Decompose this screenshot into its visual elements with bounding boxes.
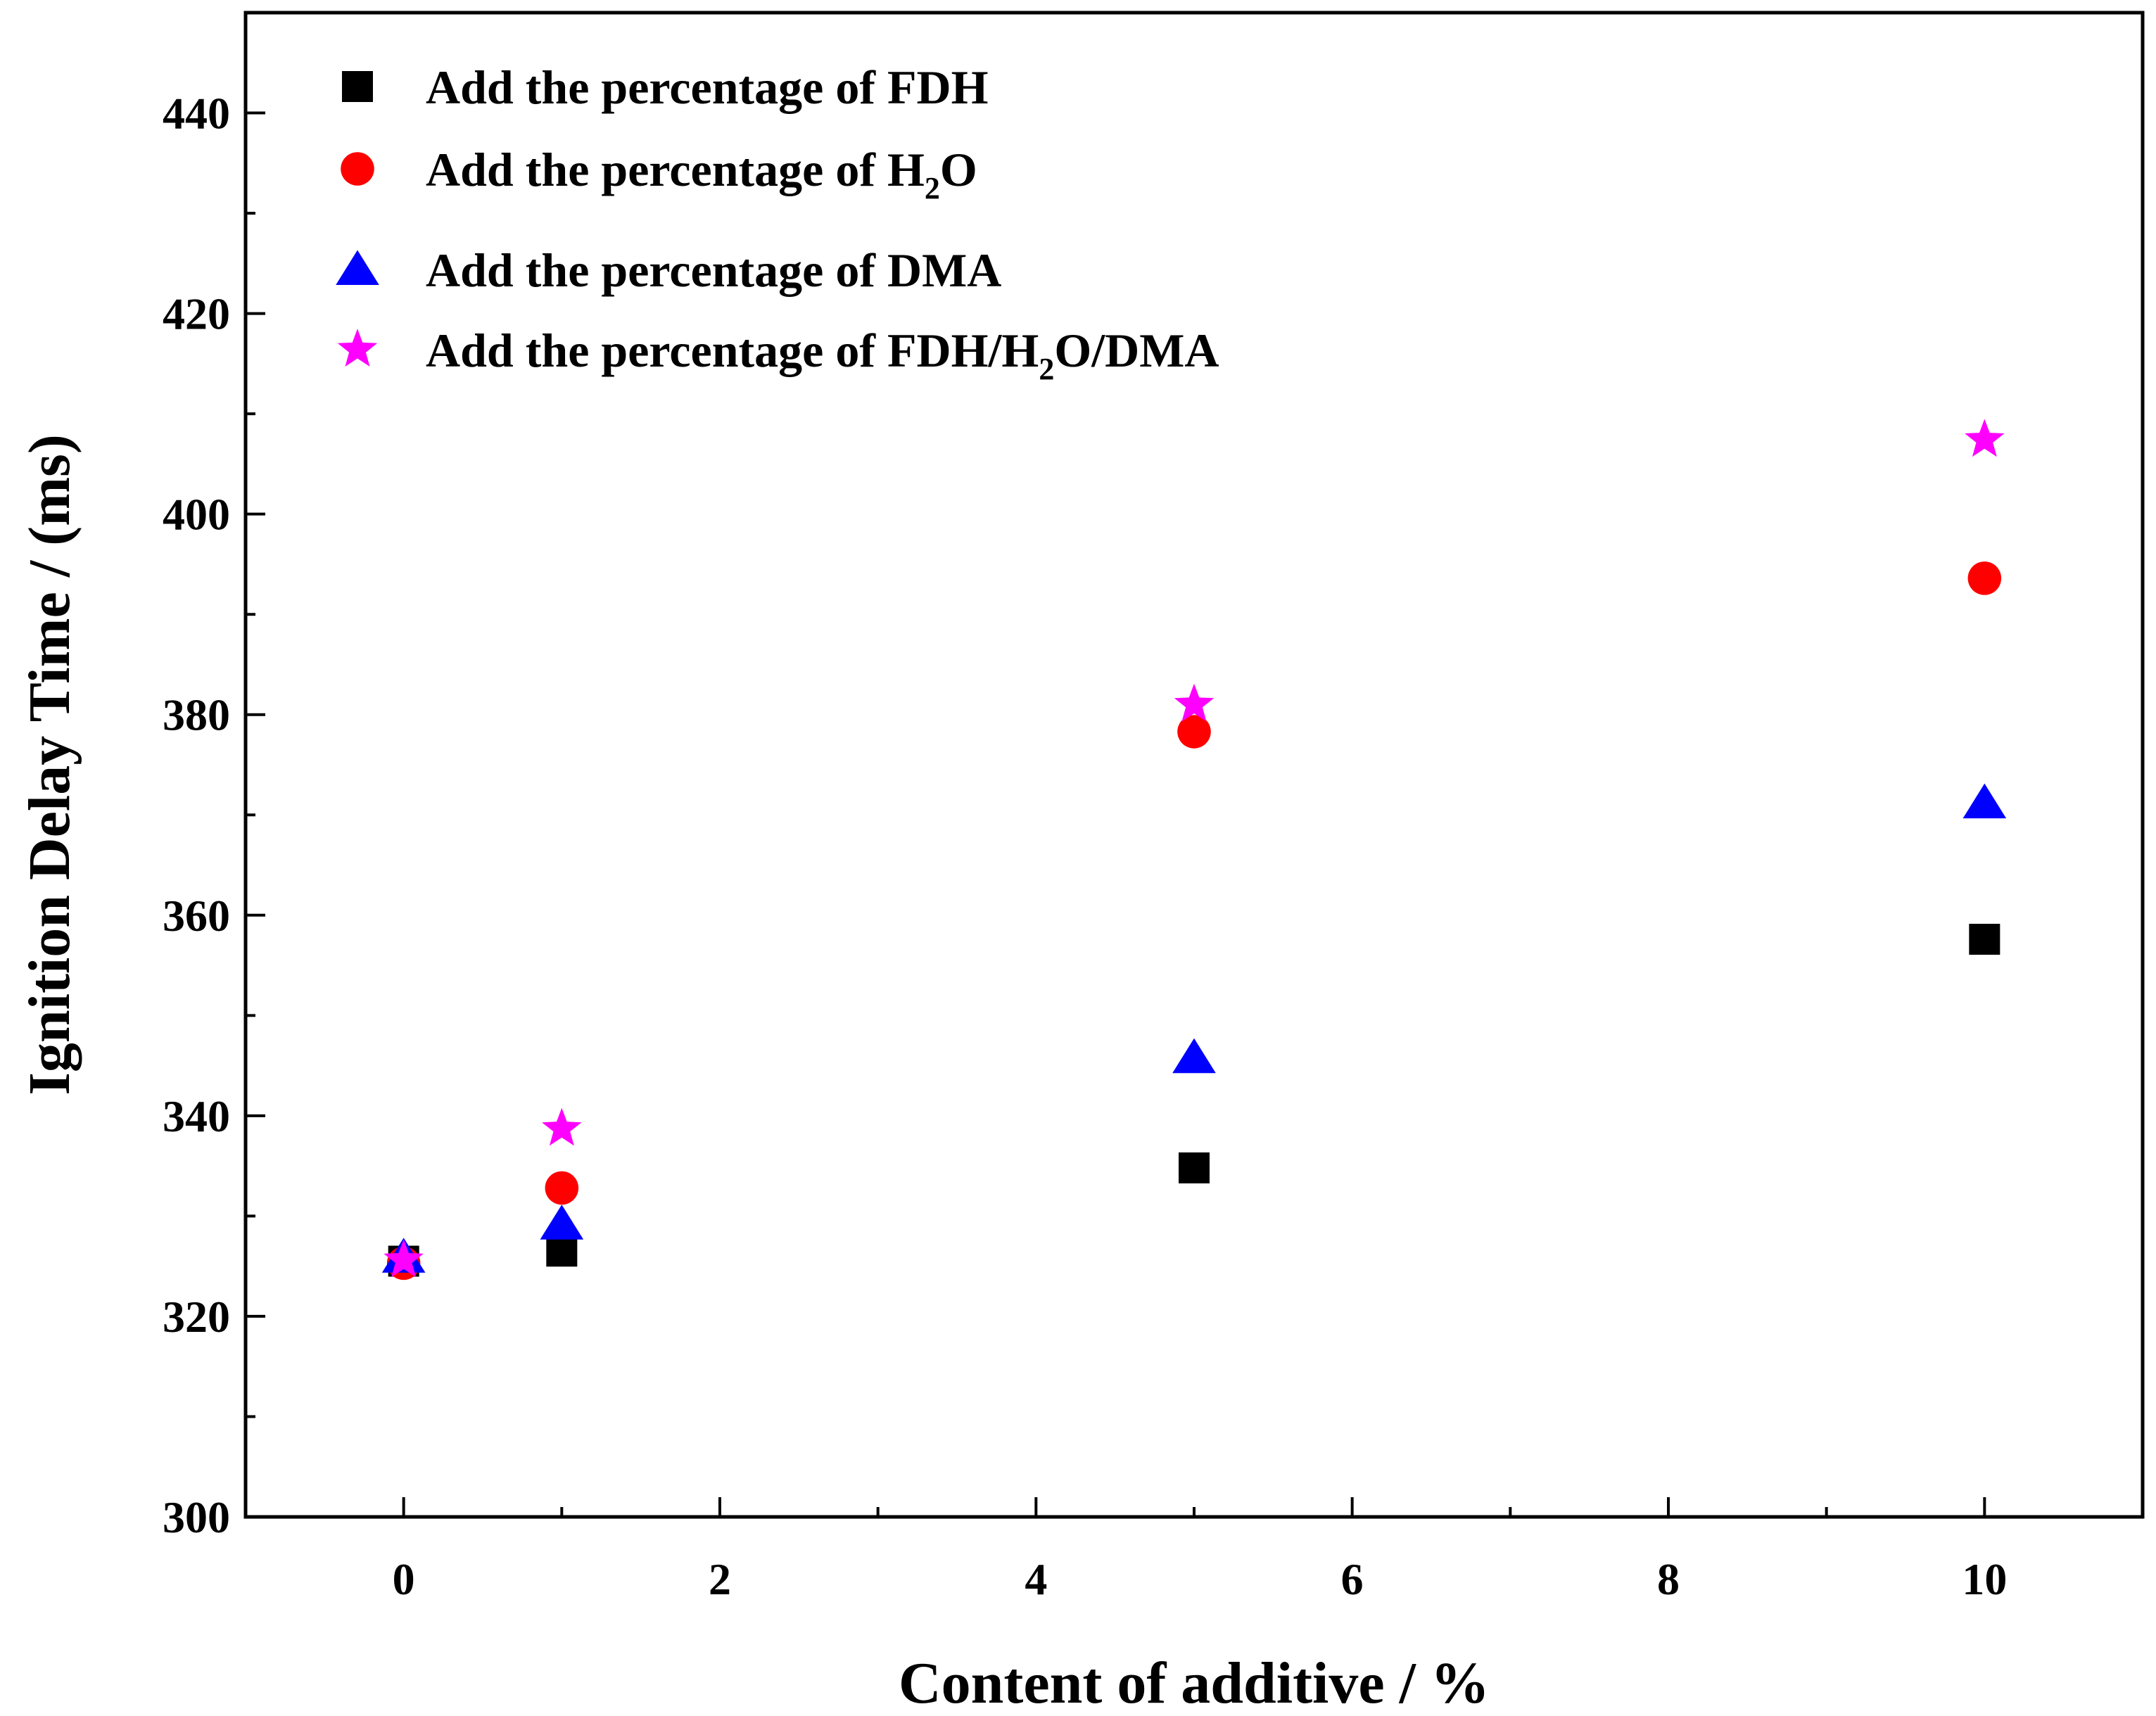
y-axis-title: Ignition Delay Time / (ms) — [17, 434, 82, 1095]
data-point-star — [1174, 683, 1215, 722]
data-point-star — [1965, 419, 2005, 457]
legend-marker-circle — [341, 152, 374, 186]
x-tick-label: 2 — [709, 1554, 731, 1604]
data-point-circle — [1177, 715, 1211, 749]
x-tick-label: 4 — [1025, 1554, 1047, 1604]
y-tick-label: 380 — [163, 690, 230, 740]
legend-label: Add the percentage of H2O — [426, 143, 977, 205]
y-tick-label: 320 — [163, 1292, 230, 1342]
data-point-triangle — [1962, 783, 2007, 819]
legend-label-part: Add the percentage of H — [426, 143, 925, 196]
x-axis-ticks: 0 2 4 6 8 10 — [393, 1497, 2144, 1604]
legend-marker-star — [337, 329, 378, 367]
y-tick-label: 300 — [163, 1492, 230, 1542]
data-point-square — [1179, 1152, 1210, 1183]
legend: Add the percentage of FDH Add the percent… — [336, 61, 1219, 386]
legend-label-part: 2 — [925, 171, 940, 205]
data-points — [381, 419, 2007, 1280]
plot-frame — [243, 11, 2145, 1519]
legend-label-part: O — [940, 143, 977, 196]
data-point-triangle — [540, 1205, 584, 1240]
legend-label-part: Add the percentage of FDH — [426, 61, 989, 114]
legend-label-part: O/DMA — [1054, 324, 1219, 377]
x-tick-label: 0 — [393, 1554, 415, 1604]
x-tick-label: 10 — [1962, 1554, 2007, 1604]
y-tick-label: 440 — [163, 89, 230, 139]
x-axis-title: Content of additive / % — [899, 1651, 1490, 1716]
legend-label-part: Add the percentage of FDH/H — [426, 324, 1039, 377]
data-point-circle — [545, 1171, 579, 1205]
data-point-circle — [1967, 561, 2002, 595]
x-tick-label: 8 — [1657, 1554, 1680, 1604]
data-point-star — [542, 1107, 582, 1146]
y-tick-label: 420 — [163, 289, 230, 339]
y-tick-label: 340 — [163, 1091, 230, 1141]
data-point-square — [1969, 924, 2000, 955]
legend-label: Add the percentage of FDH/H2O/DMA — [426, 324, 1219, 386]
legend-marker-triangle — [336, 250, 379, 285]
legend-label: Add the percentage of DMA — [426, 243, 1001, 297]
y-tick-label: 360 — [163, 891, 230, 941]
legend-marker-square — [342, 71, 373, 102]
data-point-square — [546, 1235, 578, 1267]
x-tick-label: 6 — [1341, 1554, 1364, 1604]
data-point-star — [383, 1239, 424, 1278]
legend-label-part: 2 — [1039, 352, 1054, 386]
y-axis-ticks: 300 320 340 360 380 400 420 440 — [163, 11, 265, 1542]
legend-label: Add the percentage of FDH — [426, 61, 989, 114]
y-tick-label: 400 — [163, 490, 230, 540]
data-point-triangle — [1172, 1038, 1216, 1074]
legend-label-part: Add the percentage of DMA — [426, 243, 1001, 297]
